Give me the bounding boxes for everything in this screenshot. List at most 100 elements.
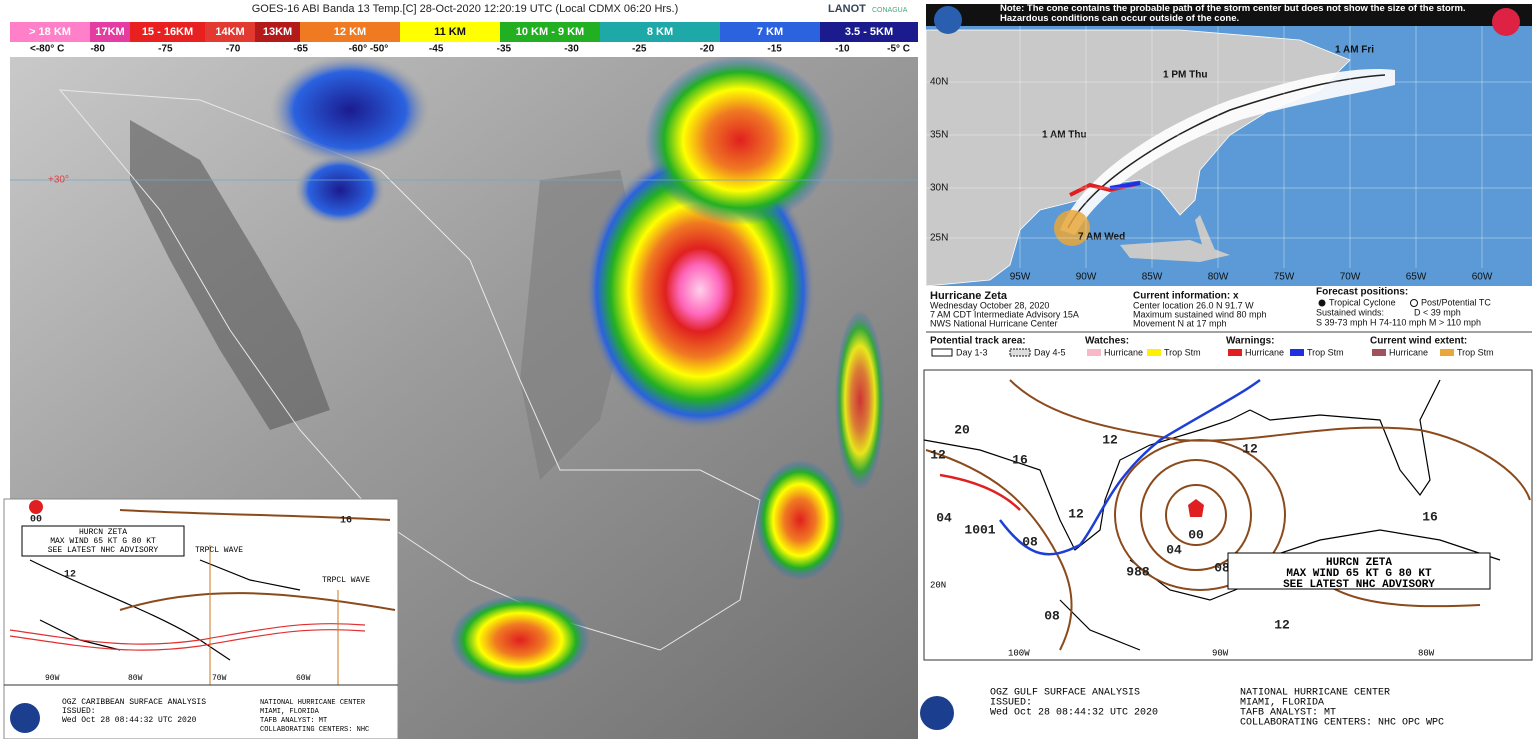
legend-label: 12 KM: [334, 26, 366, 38]
lat-label: 35N: [930, 130, 948, 141]
lon-label: 70W: [1340, 272, 1361, 283]
temperature-label: -15: [767, 44, 782, 55]
swatch: [1372, 349, 1386, 356]
footer-line: Wed Oct 28 08:44:32 UTC 2020: [62, 716, 197, 725]
lon-label: 90W: [1212, 648, 1229, 658]
tc-symbol: [1318, 299, 1326, 307]
legend-label: 3.5 - 5KM: [845, 26, 893, 38]
cone-map: Note: The cone contains the probable pat…: [922, 0, 1536, 366]
logo: CONAGUA: [872, 7, 908, 14]
temp-row: [10, 42, 918, 57]
hurricane-symbol: [1188, 499, 1204, 517]
legend-title: Current wind extent:: [1370, 336, 1467, 347]
cold-front: [999, 378, 1261, 556]
graticule: 40N 35N 30N 25N 95W 90W 85W 80W 75W 70W 65W 60W: [926, 26, 1532, 283]
color-legend: > 18 KM 17KM 15 - 16KM 14KM 13KM 12 KM 11 KM 10…: [10, 22, 918, 42]
legend-label: 8 KM: [647, 26, 673, 38]
temperature-label: -80: [90, 44, 105, 55]
forecast-line: S 39-73 mph H 74-110 mph M > 110 mph: [1316, 317, 1481, 327]
lat-label: 20N: [930, 580, 946, 590]
logo: LANOT: [828, 3, 866, 15]
storm-band: [835, 310, 885, 490]
temperature-label: -5° C: [887, 44, 910, 55]
isobar: [1009, 379, 1531, 501]
ptc-symbol: [1410, 299, 1418, 307]
note-bar: [926, 4, 1532, 26]
pressure-label: 04: [936, 510, 952, 525]
pressure-label: 04: [1166, 542, 1182, 557]
note: Note: The cone contains the probable pat…: [1000, 4, 1466, 24]
nws-logo: [1492, 8, 1520, 36]
legend-swatch: [255, 22, 300, 42]
itcz: [9, 629, 366, 651]
swatch: [1009, 348, 1031, 357]
lon-label: 80W: [128, 674, 143, 683]
swatch: [1228, 349, 1242, 356]
point-label: 1 PM Thu: [1163, 70, 1207, 81]
legend-swatch: [300, 22, 400, 42]
storm-band: [645, 55, 835, 225]
pressure-label: 00: [30, 515, 42, 526]
temperature-label: -10: [835, 44, 850, 55]
legend-label: 14KM: [215, 26, 244, 38]
advisory-line: MAX WIND 65 KT G 80 KT: [1286, 568, 1432, 580]
storm-name: Hurricane Zeta: [930, 290, 1008, 302]
temperature-label: -75: [158, 44, 173, 55]
lon-label: 80W: [1418, 648, 1435, 658]
lat-label: +30°: [48, 175, 69, 186]
pressure-label: 16: [1422, 509, 1438, 524]
legend-swatch: [90, 22, 130, 42]
pressure-label: 08: [1044, 608, 1060, 623]
temperature-row: <-80° C -80 -75 -70 -65 -60° -50° -45 -35 -30 -25…: [30, 44, 910, 55]
forecast-line: Post/Potential TC: [1421, 297, 1491, 307]
lon-label: 85W: [1142, 272, 1163, 283]
temperature-label: -35: [497, 44, 512, 55]
current-line: Center location 26.0 N 91.7 W: [1133, 300, 1254, 310]
swatch: [1087, 349, 1101, 356]
advisory-line: SEE LATEST NHC ADVISORY: [48, 546, 159, 555]
forecast-line: D < 39 mph: [1414, 307, 1461, 317]
center-line: MIAMI, FLORIDA: [1240, 698, 1324, 709]
satellite-panel: +30° GOES-16 ABI Banda 13 Temp.[C] 28-Oc…: [0, 0, 920, 739]
legend-swatch: [130, 22, 205, 42]
legend-item: Day 4-5: [1034, 347, 1066, 357]
current-title: Current information: x: [1133, 291, 1239, 302]
temperature-label: -30: [564, 44, 579, 55]
lon-label: 70W: [212, 674, 227, 683]
lon-label: 100W: [1008, 648, 1030, 658]
wind-extent: [1054, 210, 1090, 246]
legend-item: Trop Stm: [1307, 347, 1344, 357]
pressure-label: 16: [340, 516, 352, 527]
current-line: Maximum sustained wind 80 mph: [1133, 309, 1267, 319]
pressure-label: 00: [1188, 527, 1204, 542]
gulf-of-california: [130, 120, 330, 430]
pressure-label: 12: [64, 570, 76, 581]
cold-cloud: [295, 155, 385, 225]
lon-label: 65W: [1406, 272, 1427, 283]
swatch: [1440, 349, 1454, 356]
lon-label: 90W: [45, 674, 60, 683]
legend-item: Day 1-3: [956, 347, 988, 357]
isobar: [119, 592, 396, 611]
legend-label: 10 KM - 9 KM: [516, 26, 584, 38]
legend-swatch: [400, 22, 500, 42]
pressure-label: 16: [1012, 452, 1028, 467]
gulf-analysis: 20 12 16 12 04 1001 08 12 988 00 04 08 08 12 16 12 HURC…: [920, 368, 1536, 739]
forecast-line: Sustained winds:: [1316, 307, 1384, 317]
temperature-label: -60° -50°: [349, 44, 389, 55]
pressure-label: 12: [1102, 432, 1118, 447]
itcz: [9, 623, 366, 645]
legend-label: 17KM: [95, 26, 124, 38]
advisory-box: [1227, 552, 1491, 590]
legend-label: 11 KM: [434, 26, 466, 38]
temperature-label: -45: [429, 44, 444, 55]
advisory-line: HURCN ZETA: [1326, 557, 1392, 569]
legend-item: Trop Stm: [1164, 347, 1201, 357]
storm-symbol: [29, 500, 43, 514]
legend-title: Watches:: [1085, 336, 1129, 347]
cuba: [1120, 240, 1230, 262]
center-line: TAFB ANALYST: MT: [1240, 708, 1336, 719]
cold-cloud: [270, 55, 430, 165]
pressure-labels: 20 12 16 12 04 1001 08 12 988 00 04 08 08 12 16 12: [930, 422, 1438, 632]
title-bar: [0, 0, 920, 20]
